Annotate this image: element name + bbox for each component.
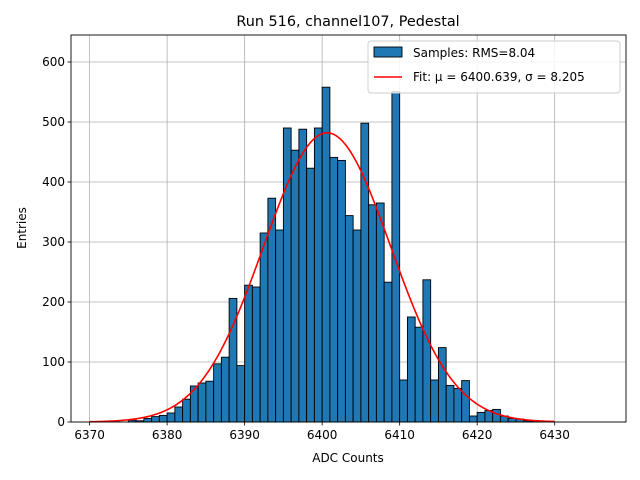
- histogram-bar: [306, 167, 315, 423]
- histogram-bar: [383, 281, 393, 423]
- histogram-bar: [251, 286, 261, 423]
- x-axis-ticks: 6370 6380 6390 6400 6410 6420 6430: [74, 422, 570, 442]
- histogram-bar: [213, 363, 222, 423]
- histogram-bar: [468, 415, 478, 423]
- histogram-bar: [360, 122, 370, 423]
- histogram-bar: [391, 90, 401, 423]
- axes-frame: [70, 34, 627, 423]
- histogram-bar: [453, 387, 463, 423]
- chart-title: Run 516, channel107, Pedestal: [236, 14, 459, 30]
- histogram-bar: [151, 416, 160, 423]
- legend-histogram-swatch: [373, 46, 403, 58]
- y-tick-label: 100: [42, 355, 65, 369]
- histogram-bar: [492, 408, 501, 423]
- legend: Samples: RMS=8.04 Fit: μ = 6400.639, σ =…: [367, 40, 621, 94]
- histogram-bar: [461, 380, 470, 423]
- histogram-bar: [259, 232, 269, 423]
- histogram-bar: [352, 229, 362, 423]
- x-tick-label: 6430: [539, 428, 570, 442]
- histogram-bar: [337, 159, 346, 423]
- fit-curve: [89, 132, 555, 423]
- histogram-bar: [290, 149, 300, 423]
- histogram-bar: [205, 380, 215, 423]
- histogram-bar: [143, 417, 153, 423]
- histogram-bar: [313, 127, 323, 423]
- x-tick-label: 6420: [462, 428, 493, 442]
- histogram-bar: [236, 365, 246, 423]
- histogram-bar: [344, 215, 354, 423]
- histogram-bar: [476, 411, 486, 423]
- histogram-bar: [445, 384, 455, 423]
- histogram-bar: [182, 398, 191, 423]
- legend-fit-label: Fit: μ = 6400.639, σ = 8.205: [413, 70, 585, 84]
- histogram-bar: [414, 326, 424, 423]
- histogram-bar: [220, 356, 230, 423]
- histogram-bar: [298, 128, 308, 423]
- histogram-bar: [422, 279, 432, 423]
- histogram-bar: [399, 379, 408, 423]
- x-tick-label: 6380: [152, 428, 183, 442]
- histogram-bar: [166, 412, 176, 423]
- histogram-bar: [329, 156, 339, 423]
- histogram-bar: [197, 382, 207, 423]
- x-tick-label: 6370: [74, 428, 105, 442]
- y-tick-label: 200: [42, 295, 65, 309]
- x-axis-label: ADC Counts: [312, 451, 384, 465]
- histogram-bar: [228, 297, 238, 423]
- y-tick-label: 0: [57, 415, 65, 429]
- histogram-bar: [368, 204, 377, 423]
- histogram-bar: [174, 406, 184, 423]
- y-tick-label: 300: [42, 235, 65, 249]
- histogram-bar: [275, 229, 284, 423]
- histogram-bar: [282, 127, 292, 423]
- histogram-bar: [158, 414, 168, 423]
- x-tick-label: 6390: [229, 428, 260, 442]
- histogram-bar: [437, 347, 447, 423]
- legend-box: [367, 40, 621, 94]
- y-tick-label: 600: [42, 55, 65, 69]
- x-tick-label: 6410: [384, 428, 415, 442]
- legend-histogram-label: Samples: RMS=8.04: [413, 46, 535, 60]
- x-tick-label: 6400: [307, 428, 338, 442]
- y-axis-ticks: 0 100 200 300 400 500 600: [42, 55, 71, 429]
- y-tick-label: 500: [42, 115, 65, 129]
- histogram-bar: [244, 284, 253, 423]
- y-axis-label: Entries: [15, 207, 29, 249]
- histogram-bar: [406, 316, 416, 423]
- y-tick-label: 400: [42, 175, 65, 189]
- histogram-bar: [375, 202, 385, 423]
- histogram-bar: [430, 379, 439, 423]
- histogram-bar: [321, 86, 331, 423]
